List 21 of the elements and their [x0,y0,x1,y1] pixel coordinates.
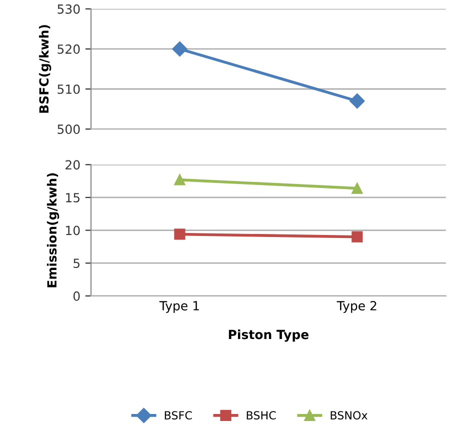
y-tick-label: 15 [66,193,80,202]
y-tick-label: 5 [74,258,80,268]
legend-label: BSNOx [330,411,368,420]
x-tick-label: Type 2 [336,301,376,313]
y-tick-label: 520 [58,44,80,54]
y-tick-label: 10 [66,226,80,236]
y-axis-title: BSFC(g/kwh) [38,25,52,113]
point [174,174,186,186]
point [174,228,186,240]
y-tick-label: 530 [58,4,80,14]
y-tick-label: 510 [58,84,80,94]
y-tick-label: 500 [58,124,80,134]
x-axis-title: Piston Type [228,330,309,342]
legend-label: BSFC [164,411,192,420]
y-tick-label: 20 [66,160,80,170]
y-tick-label: 0 [73,291,80,301]
y-axis-title: Emission(g/kwh) [46,173,60,288]
point [352,182,363,194]
legend-label: BSHC [246,411,276,420]
x-tick-label: Type 1 [159,301,199,313]
point [352,231,363,242]
